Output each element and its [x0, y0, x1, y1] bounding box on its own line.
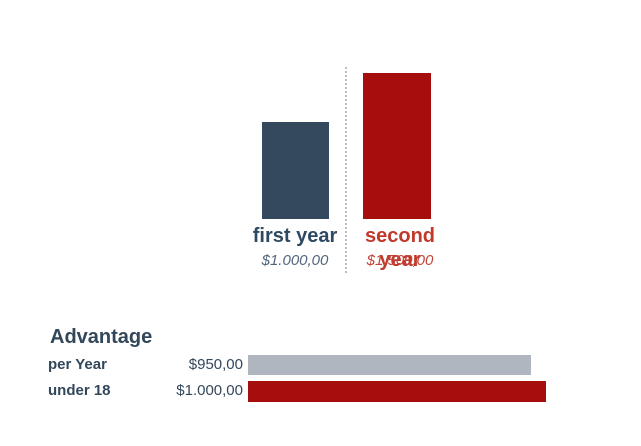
second-year-value: $1.500,00	[366, 252, 434, 269]
under-18-bar	[248, 381, 546, 402]
advantage-row-label-per-year: per Year	[48, 356, 107, 373]
second-year-bar	[363, 73, 431, 219]
second-year-label: second year	[364, 225, 436, 271]
advantage-title: Advantage	[50, 326, 153, 348]
first-year-label: first year	[252, 225, 338, 247]
dotted-divider-line	[345, 67, 347, 273]
per-year-bar	[248, 355, 531, 375]
advantage-row-label-under-18: under 18	[48, 382, 111, 399]
advantage-row-value-per-year: $950,00	[188, 356, 243, 373]
first-year-bar	[262, 122, 329, 219]
first-year-value: $1.000,00	[261, 252, 329, 269]
advantage-row-value-under-18: $1.000,00	[176, 382, 243, 399]
